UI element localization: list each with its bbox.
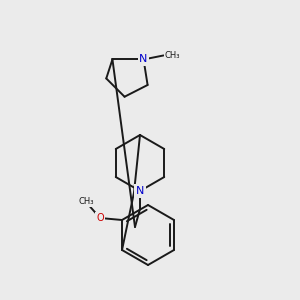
Text: O: O [96,213,104,223]
Text: N: N [140,54,148,64]
Text: CH₃: CH₃ [165,51,180,60]
Text: CH₃: CH₃ [78,196,94,206]
Text: N: N [136,186,144,196]
